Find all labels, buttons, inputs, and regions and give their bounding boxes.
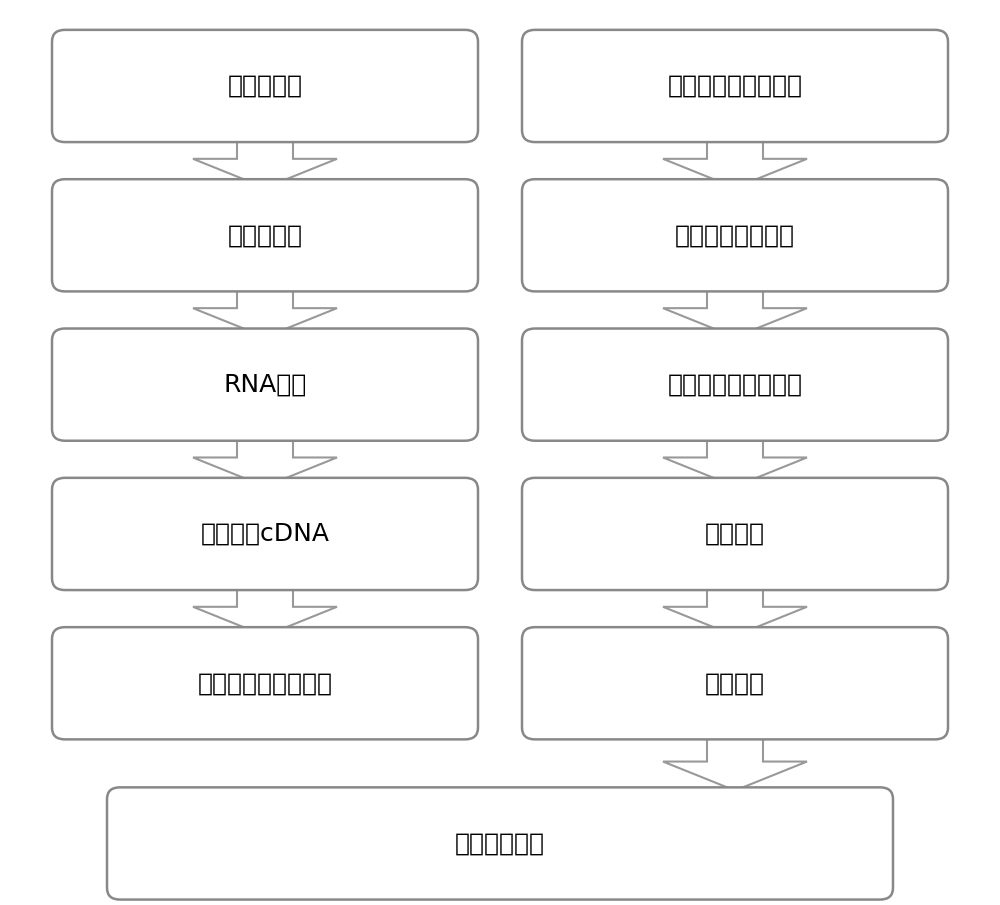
- Polygon shape: [663, 133, 807, 188]
- Text: 第二轮扩增产物纯化: 第二轮扩增产物纯化: [668, 373, 802, 396]
- Polygon shape: [193, 581, 337, 635]
- FancyBboxPatch shape: [52, 329, 478, 441]
- Polygon shape: [193, 133, 337, 188]
- Polygon shape: [663, 737, 807, 791]
- Polygon shape: [193, 433, 337, 487]
- FancyBboxPatch shape: [52, 478, 478, 590]
- FancyBboxPatch shape: [107, 787, 893, 900]
- FancyBboxPatch shape: [522, 329, 948, 441]
- FancyBboxPatch shape: [522, 478, 948, 590]
- Text: 病毒种类判断: 病毒种类判断: [455, 832, 545, 855]
- Text: 样本前处理: 样本前处理: [228, 224, 302, 247]
- FancyBboxPatch shape: [522, 30, 948, 142]
- Polygon shape: [193, 282, 337, 338]
- FancyBboxPatch shape: [522, 627, 948, 739]
- Polygon shape: [663, 581, 807, 635]
- FancyBboxPatch shape: [52, 179, 478, 291]
- Text: 第二轮扩增加接头: 第二轮扩增加接头: [675, 224, 795, 247]
- Text: RNA提取: RNA提取: [223, 373, 307, 396]
- Text: 上机测序: 上机测序: [705, 522, 765, 546]
- Text: 第一轮扩增产物纯化: 第一轮扩增产物纯化: [668, 74, 802, 98]
- Polygon shape: [663, 282, 807, 338]
- Text: 第一轮目标区域扩增: 第一轮目标区域扩增: [198, 672, 332, 695]
- Text: 数据分析: 数据分析: [705, 672, 765, 695]
- FancyBboxPatch shape: [52, 30, 478, 142]
- FancyBboxPatch shape: [522, 179, 948, 291]
- Polygon shape: [663, 433, 807, 487]
- FancyBboxPatch shape: [52, 627, 478, 739]
- Text: 逆转录成cDNA: 逆转录成cDNA: [200, 522, 330, 546]
- Text: 待检测样本: 待检测样本: [228, 74, 302, 98]
